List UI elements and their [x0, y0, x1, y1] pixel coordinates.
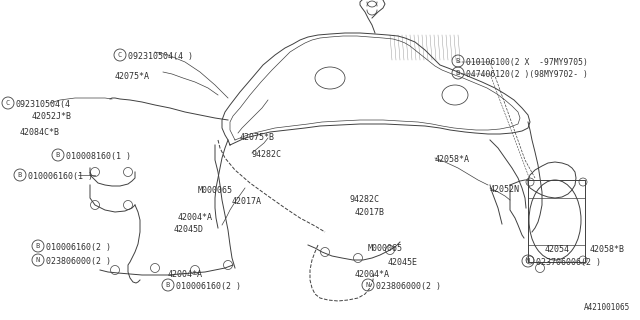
Text: 42004*A: 42004*A: [178, 213, 213, 222]
Text: 010006160(2 ): 010006160(2 ): [46, 243, 111, 252]
Text: 092310504(4 ): 092310504(4 ): [128, 52, 193, 61]
Text: 010006160(1 ): 010006160(1 ): [28, 172, 93, 181]
Text: B: B: [456, 58, 460, 64]
Text: 42052J*B: 42052J*B: [32, 112, 72, 121]
Text: N: N: [526, 258, 530, 264]
Text: B: B: [166, 282, 170, 288]
Text: 010008160(1 ): 010008160(1 ): [66, 152, 131, 161]
Text: 023706006(2 ): 023706006(2 ): [536, 258, 601, 267]
Text: N: N: [366, 282, 370, 288]
Text: 42017B: 42017B: [355, 208, 385, 217]
Text: 94282C: 94282C: [350, 195, 380, 204]
Text: 42075*A: 42075*A: [115, 72, 150, 81]
Text: 047406120(2 )(98MY9702- ): 047406120(2 )(98MY9702- ): [466, 70, 588, 79]
Text: M000065: M000065: [198, 186, 233, 195]
Text: 092310504(4: 092310504(4: [16, 100, 71, 109]
Text: 42004*A: 42004*A: [355, 270, 390, 279]
Text: 023806000(2 ): 023806000(2 ): [46, 257, 111, 266]
Text: N: N: [36, 257, 40, 263]
Text: C: C: [118, 52, 122, 58]
Text: C: C: [6, 100, 10, 106]
Text: 42052N: 42052N: [490, 185, 520, 194]
Text: B: B: [56, 152, 60, 158]
Text: 42084C*B: 42084C*B: [20, 128, 60, 137]
Text: B: B: [456, 70, 460, 76]
Text: 42017A: 42017A: [232, 197, 262, 206]
Text: 42058*A: 42058*A: [435, 155, 470, 164]
Text: 023806000(2 ): 023806000(2 ): [376, 282, 441, 291]
Text: 42075*B: 42075*B: [240, 133, 275, 142]
Text: 42045E: 42045E: [388, 258, 418, 267]
Text: 010006160(2 ): 010006160(2 ): [176, 282, 241, 291]
Text: 42058*B: 42058*B: [590, 245, 625, 254]
Text: 94282C: 94282C: [252, 150, 282, 159]
Text: M000065: M000065: [368, 244, 403, 253]
Text: B: B: [18, 172, 22, 178]
Text: 42004*A: 42004*A: [168, 270, 203, 279]
Text: 010106100(2 X  -97MY9705): 010106100(2 X -97MY9705): [466, 58, 588, 67]
Text: B: B: [36, 243, 40, 249]
Text: A421001065: A421001065: [584, 303, 630, 312]
Text: 42045D: 42045D: [174, 225, 204, 234]
Text: 42054: 42054: [545, 245, 570, 254]
